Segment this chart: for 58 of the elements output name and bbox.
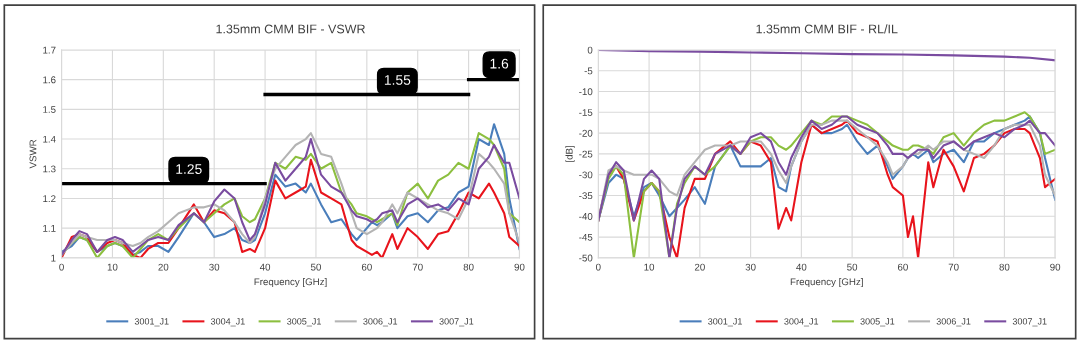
x-tick-label: 50 (847, 263, 858, 271)
annotation: 1.6 (490, 58, 509, 69)
y-tick-label: 0 (587, 46, 593, 54)
legend-label: 3004_J1 (210, 318, 245, 327)
y-tick-label: 1.5 (43, 106, 56, 113)
annotation: 1.25 (176, 164, 202, 174)
chart-title: 1.35mm CMM BIF - VSWR (216, 24, 365, 34)
legend-label: 3007_J1 (1012, 318, 1047, 327)
y-tick-label: 1.1 (43, 225, 56, 232)
legend-label: 3007_J1 (439, 318, 474, 327)
x-tick-label: 20 (694, 263, 705, 271)
y-tick-label: -20 (579, 129, 593, 137)
x-tick-label: 60 (361, 263, 372, 271)
y-axis-title: [dB] (565, 145, 575, 162)
x-tick-label: 60 (897, 263, 908, 271)
y-tick-label: -5 (584, 67, 593, 75)
y-tick-label: 1.2 (43, 195, 56, 202)
legend-label: 3005_J1 (287, 318, 321, 327)
x-tick-label: 10 (107, 263, 118, 271)
y-tick-label: -50 (579, 254, 593, 262)
y-tick-label: -25 (579, 150, 593, 158)
y-tick-label: -45 (579, 233, 593, 241)
y-tick-label: -40 (579, 213, 593, 220)
annotation: 1.55 (384, 75, 411, 85)
legend-label: 3001_J1 (134, 318, 169, 327)
legend-label: 3005_J1 (860, 318, 895, 327)
y-tick-label: -30 (579, 171, 593, 179)
x-axis-title: Frequency [GHz] (790, 278, 863, 288)
legend-label: 3001_J1 (708, 318, 742, 327)
y-tick-label: 1.4 (43, 135, 56, 143)
x-tick-label: 30 (745, 263, 756, 271)
y-tick-label: -35 (579, 192, 593, 200)
y-tick-label: 1.7 (43, 46, 56, 54)
x-tick-label: 90 (1050, 263, 1061, 271)
x-tick-label: 80 (999, 263, 1010, 271)
chart-title: 1.35mm CMM BIF - RL/IL (756, 24, 898, 34)
x-tick-label: 70 (948, 263, 959, 271)
x-tick-label: 40 (259, 263, 271, 271)
x-tick-label: 0 (59, 263, 64, 271)
x-tick-label: 70 (412, 263, 423, 271)
y-tick-label: 1.3 (43, 165, 56, 173)
legend-label: 3004_J1 (784, 318, 819, 327)
y-axis-title: VSWR (29, 139, 37, 169)
x-tick-label: 0 (596, 263, 601, 271)
legend-label: 3006_J1 (363, 318, 398, 327)
y-tick-label: -15 (579, 109, 593, 116)
y-tick-label: 1.6 (43, 76, 56, 84)
legend-label: 3006_J1 (936, 318, 971, 327)
x-axis-title: Frequency [GHz] (254, 278, 327, 288)
x-tick-label: 30 (209, 263, 220, 271)
y-tick-label: 1 (51, 254, 56, 262)
x-tick-label: 50 (310, 263, 321, 271)
x-tick-label: 20 (158, 263, 169, 271)
x-tick-label: 10 (644, 263, 655, 271)
x-tick-label: 40 (796, 263, 807, 271)
x-tick-label: 80 (463, 263, 474, 271)
y-tick-label: -10 (579, 88, 593, 96)
x-tick-label: 90 (514, 263, 525, 271)
